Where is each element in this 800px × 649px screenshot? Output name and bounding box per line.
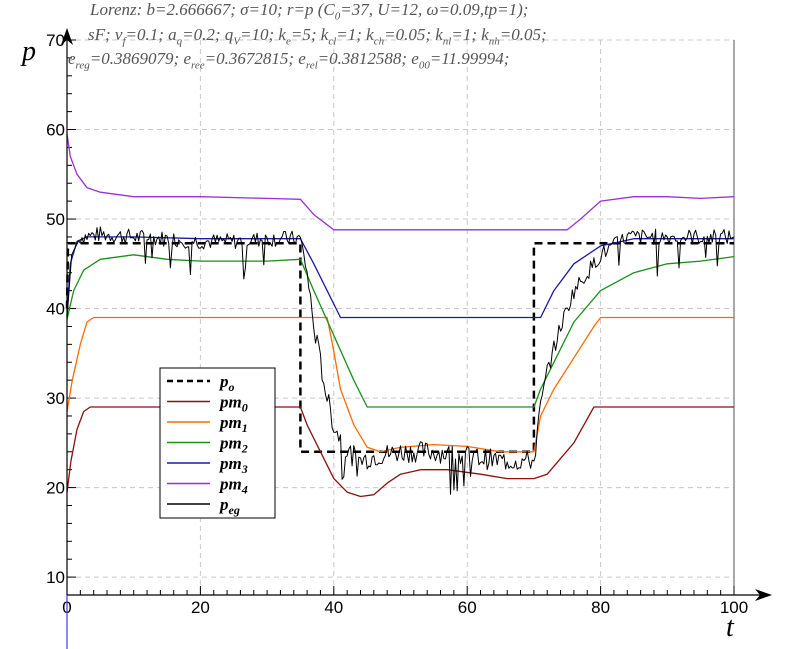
x-tick-label: 100 [720,598,748,617]
series-line-pm3 [66,236,734,319]
x-tick-label: 40 [324,598,343,617]
y-tick-label: 30 [46,389,65,408]
x-axis-label: t [726,612,734,643]
header-line-2: sF; vf=0.1; aq=0.2; qV=10; ke=5; kcl=1; … [88,25,547,47]
header-text-part: =0.3869079; e [89,49,191,68]
header-line-3: ereg=0.3869079; eree=0.3672815; erel=0.3… [68,49,509,71]
legend-label-pm0: pm0 [218,393,248,415]
x-tick-label: 80 [591,598,610,617]
header-text-part: =0.3812588; e [317,49,419,68]
axes [61,28,772,649]
series-lines [65,133,735,498]
series-line-pm1 [66,316,734,453]
legend-label-peg: peg [218,495,240,517]
header-text-part: ch [373,35,385,48]
header-line-1: Lorenz: b=2.666667; σ=10; r=p (C0=37, U=… [90,0,528,22]
header-text-part: e [285,35,291,48]
x-tick-label: 20 [191,598,210,617]
header-text-part: =0.05; k [384,25,443,44]
series-line-pm0 [66,406,734,498]
header-text-part: nh [488,35,500,48]
header-text-part: rel [305,59,318,72]
header-text-part: =1; k [451,25,489,44]
header-text-part: =10; k [240,25,286,44]
series-line-peg [66,226,735,495]
series-line-po [65,241,734,454]
header-text-part: =0.1; a [125,25,177,44]
header-text-part: f [122,35,126,48]
header-text-part: reg [75,59,90,72]
y-tick-label: 70 [46,31,65,50]
y-tick-label: 60 [46,121,65,140]
header-text-part: V [233,35,241,48]
legend-label-pm4: pm4 [218,475,248,497]
legend-label-pm1: pm1 [218,413,248,435]
series-line-pm4 [66,133,735,231]
y-axis-label: p [22,36,36,67]
header-text-part: sF; v [88,25,123,44]
minor-ticks [66,39,735,595]
legend-label-subscript: eg [229,503,240,517]
header-text-part: =37, U=12, ω=0.09,tp=1); [340,0,529,19]
header-text-part: 0 [334,10,341,23]
legend-label-name: pm [218,393,242,412]
header-text-part: =0.2; q [182,25,234,44]
y-axis-arrow [61,28,73,45]
legend-label-name: pm [218,475,242,494]
legend-label-po: po [218,372,235,394]
legend-label-pm2: pm2 [218,434,248,456]
legend-label-name: pm [218,434,242,453]
legend-label-name: pm [218,413,242,432]
legend-label-subscript: 1 [242,421,248,435]
legend-label-subscript: o [229,380,235,394]
legend-label-name: pm [218,454,242,473]
legend-label-pm3: pm3 [218,454,248,476]
y-tick-label: 50 [46,210,65,229]
header-text-part: =0.3672815; e [204,49,306,68]
y-tick-label: 20 [46,479,65,498]
header-text-part: e [68,49,76,68]
header-text-part: =5; k [290,25,329,44]
legend-label-name: p [218,495,229,514]
header-text-part: =0.05; [499,25,547,44]
x-tick-label: 60 [458,598,477,617]
header-text-part: cl [328,35,337,48]
header-text-part: q [176,35,183,48]
header-text-part: Lorenz: b=2.666667; σ=10; r=p (C [90,0,335,19]
legend-label-subscript: 0 [242,401,248,415]
header-text-part: =1; k [336,25,374,44]
header-text-part: nl [442,35,452,48]
legend-label-subscript: 4 [241,483,248,497]
y-tick-label: 40 [46,300,65,319]
legend-label-subscript: 3 [241,462,248,476]
y-tick-label: 10 [46,568,65,587]
header-text-part: =11.99994; [429,49,510,68]
legend-label-name: p [218,372,229,391]
tick-labels: 02040608010010203040506070 [46,31,748,617]
header-text-part: ree [191,59,205,72]
x-axis-arrow [755,589,772,601]
header-text-part: 00 [418,59,430,72]
series-line-pm2 [66,254,735,408]
legend-label-subscript: 2 [241,442,248,456]
